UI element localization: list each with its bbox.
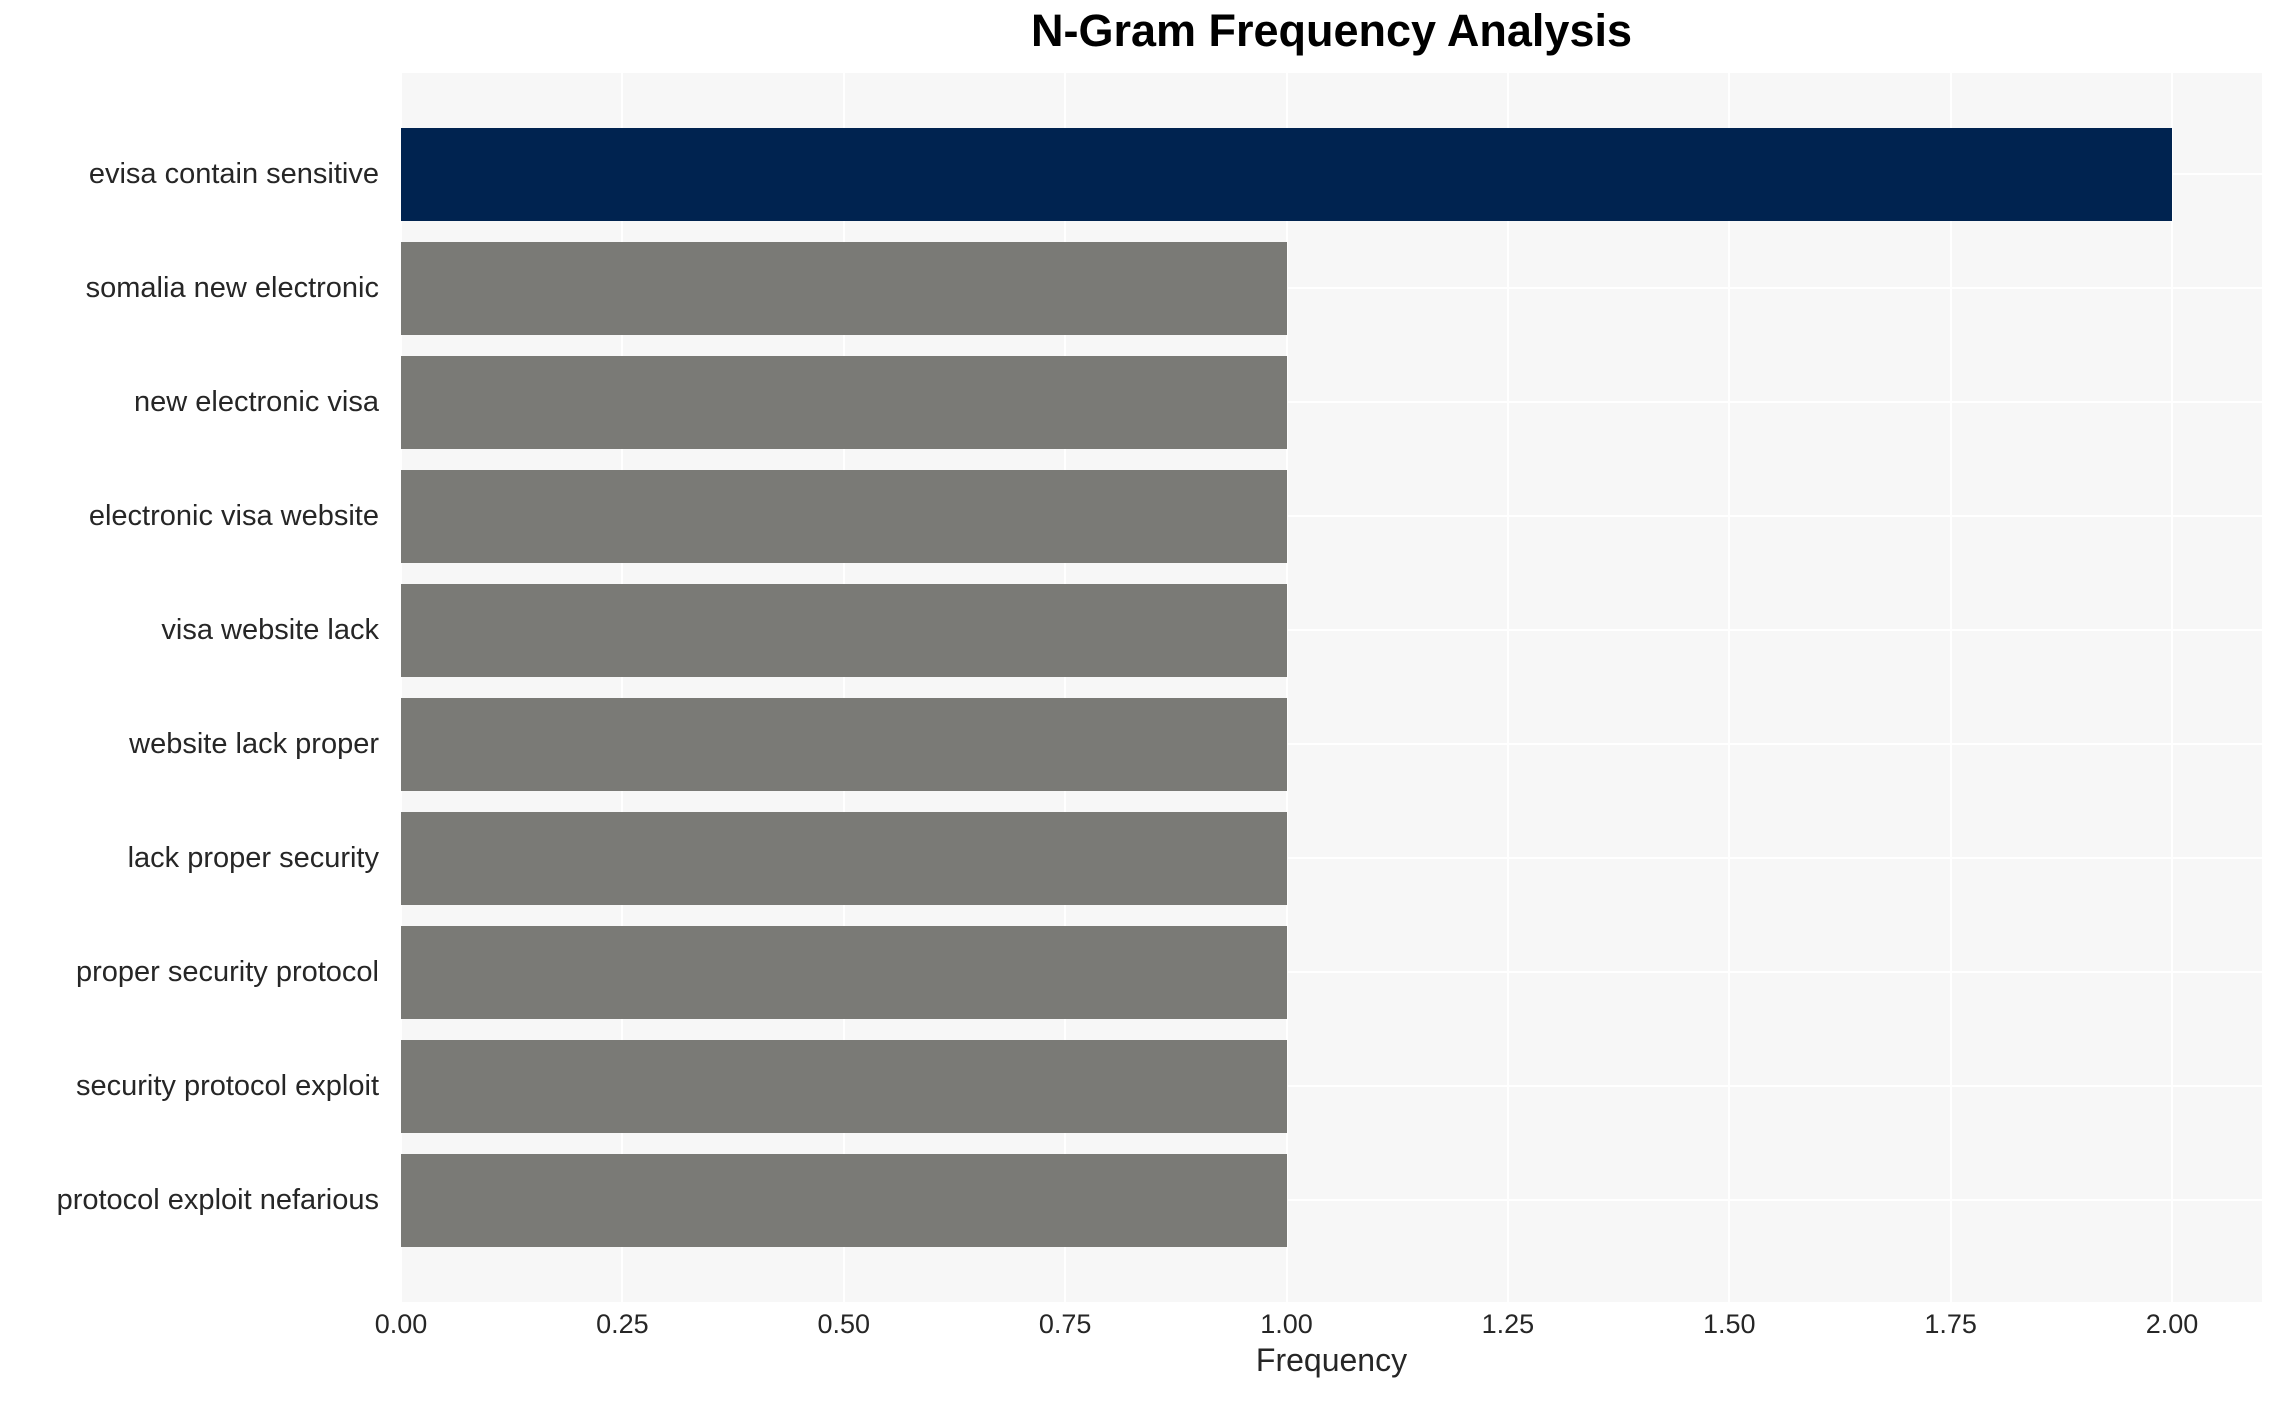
chart-bar — [401, 469, 1287, 563]
chart-bar — [401, 925, 1287, 1019]
gridline-horizontal — [401, 629, 2262, 631]
y-tick-label: proper security protocol — [75, 956, 379, 988]
chart-bar — [401, 583, 1287, 677]
y-tick-label: website lack proper — [129, 728, 379, 760]
x-tick-label: 0.50 — [817, 1309, 871, 1339]
chart-bar — [401, 1039, 1287, 1133]
gridline-vertical — [1949, 73, 1952, 1302]
gridline-vertical — [400, 73, 402, 1302]
x-tick-label: 1.50 — [1702, 1309, 1756, 1339]
y-tick-label: new electronic visa — [134, 386, 379, 418]
x-axis-title: Frequency — [1255, 1342, 1408, 1378]
x-tick-label: 1.25 — [1481, 1309, 1535, 1339]
gridline-horizontal — [401, 743, 2262, 745]
gridline-vertical — [842, 73, 845, 1302]
gridline-vertical — [2171, 73, 2173, 1302]
gridline-horizontal — [401, 1085, 2262, 1087]
y-tick-label: somalia new electronic — [85, 272, 379, 304]
y-tick-label: electronic visa website — [88, 500, 379, 532]
chart-title: N-Gram Frequency Analysis — [1030, 5, 1633, 56]
x-tick-label: 1.75 — [1924, 1309, 1977, 1339]
gridline-vertical — [621, 73, 624, 1302]
x-tick-label: 0.25 — [596, 1309, 649, 1339]
gridline-vertical — [1506, 73, 1509, 1302]
x-tick-label: 0.75 — [1038, 1309, 1092, 1339]
gridline-horizontal — [401, 1199, 2262, 1201]
x-tick-label: 0.00 — [374, 1309, 428, 1339]
gridline-horizontal — [401, 287, 2262, 289]
chart-bar — [401, 241, 1287, 335]
y-tick-label: protocol exploit nefarious — [56, 1184, 379, 1216]
y-tick-label: security protocol exploit — [75, 1070, 379, 1102]
gridline-horizontal — [401, 401, 2262, 403]
y-tick-label: visa website lack — [161, 614, 379, 646]
gridline-vertical — [1728, 73, 1731, 1302]
gridline-vertical — [1064, 73, 1067, 1302]
chart-bar — [401, 697, 1287, 791]
chart-bar — [401, 127, 2172, 221]
chart-bar — [401, 355, 1287, 449]
gridline-vertical — [1285, 73, 1288, 1302]
y-axis-labels: evisa contain sensitive somalia new elect… — [0, 73, 389, 1302]
y-tick-label: evisa contain sensitive — [88, 158, 379, 190]
chart-bar — [401, 1153, 1287, 1247]
gridline-horizontal — [401, 857, 2262, 859]
x-tick-label: 1.00 — [1260, 1309, 1313, 1339]
gridline-horizontal — [401, 515, 2262, 517]
gridline-horizontal — [401, 971, 2262, 973]
plot-area — [400, 73, 2262, 1302]
chart-bar — [401, 811, 1287, 905]
x-tick-label: 2.00 — [2145, 1309, 2199, 1339]
y-tick-label: lack proper security — [127, 842, 379, 874]
